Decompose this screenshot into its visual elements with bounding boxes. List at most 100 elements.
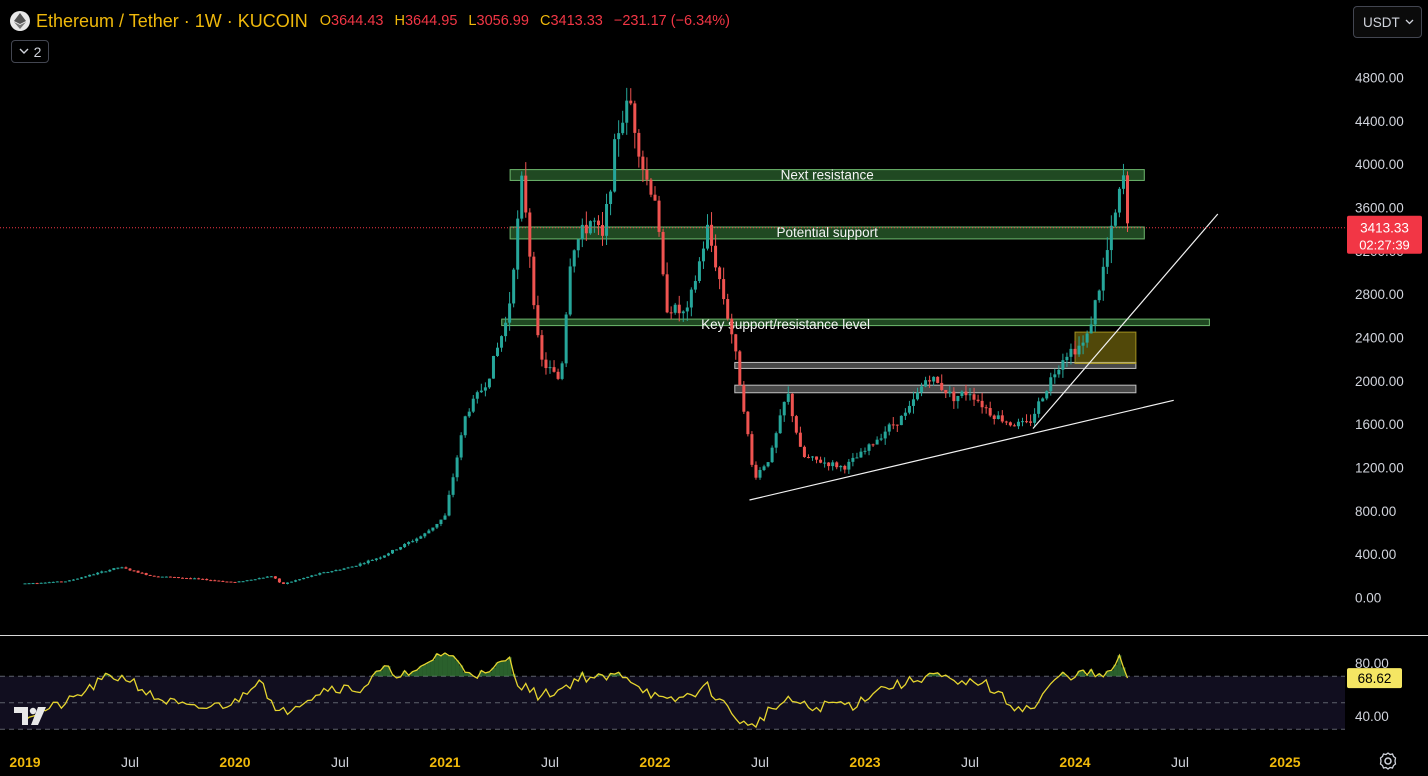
trendline[interactable] <box>1032 213 1219 429</box>
candle-body <box>754 464 758 478</box>
zone-rect[interactable] <box>509 169 1145 181</box>
candle-body <box>286 582 289 584</box>
price-tick-label: 1200.00 <box>1355 461 1404 476</box>
candle-body <box>467 411 471 417</box>
rsi-tick-label: 40.00 <box>1355 709 1389 724</box>
candle-body <box>1049 377 1053 392</box>
price-tick-label: 800.00 <box>1355 504 1396 519</box>
candle-body <box>27 583 31 585</box>
indicators-collapse-button[interactable]: 2 <box>11 40 49 63</box>
candle-body <box>35 583 39 585</box>
candle-body <box>281 582 285 584</box>
candle-body <box>273 576 277 579</box>
candle-body <box>423 533 427 537</box>
candle-body <box>621 122 625 134</box>
price-tick-label: 0.00 <box>1355 591 1381 606</box>
candle-body <box>928 380 932 382</box>
bar-countdown: 02:27:39 <box>1359 238 1410 253</box>
candle-body <box>1029 421 1033 423</box>
candle-body <box>257 578 261 580</box>
candle-body <box>463 416 467 436</box>
candle-body <box>290 581 294 583</box>
candle-body <box>891 424 895 426</box>
ethereum-logo-icon <box>10 11 30 31</box>
candle-body <box>903 412 907 416</box>
candle-body <box>265 576 269 578</box>
chevron-down-icon <box>1405 19 1414 25</box>
candle-body <box>197 578 201 580</box>
candle-body <box>980 400 984 408</box>
candle-body <box>960 391 964 396</box>
candle-body <box>84 576 88 578</box>
last-price-label-bg <box>1347 215 1422 254</box>
candle-body <box>811 456 814 458</box>
candle-body <box>209 580 213 582</box>
rsi-pane: 80.00 40.00 68.62 <box>0 652 1402 730</box>
rsi-line[interactable] <box>24 652 1129 729</box>
time-tick-label: 2024 <box>1059 754 1090 770</box>
candle-body <box>443 515 447 520</box>
candle-body <box>936 376 940 383</box>
candle-body <box>693 280 697 290</box>
trendline[interactable] <box>749 399 1174 501</box>
candle-body <box>641 156 645 170</box>
candle-body <box>532 256 536 306</box>
candle-body <box>843 465 847 470</box>
candle-body <box>306 576 310 578</box>
candle-body <box>548 367 552 369</box>
candle-body <box>112 568 116 570</box>
zone-label: Next resistance <box>781 168 874 183</box>
time-tick-label: 2021 <box>429 754 460 770</box>
candle-body <box>774 433 778 448</box>
candle-body <box>859 451 863 458</box>
currency-select[interactable]: USDT <box>1353 6 1422 38</box>
candle-body <box>940 382 944 390</box>
settings-gear-icon[interactable] <box>1378 751 1398 771</box>
candle-body <box>245 580 249 582</box>
chart-panes: 4800.004400.004000.003600.003200.002800.… <box>0 71 1428 770</box>
candle-body <box>407 542 411 544</box>
time-tick-label: 2025 <box>1269 754 1300 770</box>
candle-body <box>136 570 140 573</box>
candle-body <box>338 569 342 571</box>
time-tick-label: Jul <box>961 754 979 770</box>
price-tick-label: 4800.00 <box>1355 71 1404 86</box>
candle-body <box>673 304 677 313</box>
candle-body <box>734 334 738 352</box>
candle-body <box>1073 348 1077 355</box>
zone-rect[interactable] <box>501 318 1210 327</box>
candle-body <box>354 565 358 567</box>
candle-body <box>451 477 455 495</box>
candle-body <box>160 576 164 578</box>
candle-body <box>528 212 532 257</box>
candle-body <box>1101 266 1105 291</box>
symbol-title[interactable]: Ethereum / Tether · 1W · KUCOIN <box>36 10 308 31</box>
candle-body <box>544 359 548 369</box>
candle-body <box>710 224 714 246</box>
candle-body <box>806 457 810 459</box>
candle-body <box>164 576 168 578</box>
candle-body <box>483 387 487 391</box>
candle-body <box>1033 413 1037 423</box>
candle-body <box>189 578 193 580</box>
tradingview-logo-icon[interactable] <box>12 703 54 729</box>
candle-body <box>520 175 524 219</box>
zone-rect[interactable] <box>734 384 1137 394</box>
accumulation-box[interactable] <box>1074 331 1137 365</box>
candle-body <box>358 563 362 566</box>
zone-rect[interactable] <box>509 226 1145 240</box>
candles <box>23 87 1129 585</box>
candle-body <box>1025 421 1029 423</box>
candle-body <box>609 191 613 204</box>
candle-body <box>899 415 903 426</box>
candle-body <box>920 386 924 393</box>
candle-body <box>556 371 560 379</box>
zone-rect[interactable] <box>734 361 1137 369</box>
candle-body <box>685 307 689 312</box>
indicator-count: 2 <box>33 43 42 60</box>
candle-body <box>819 459 823 463</box>
candle-body <box>742 385 746 412</box>
candle-body <box>592 220 596 222</box>
candle-body <box>1008 422 1012 426</box>
